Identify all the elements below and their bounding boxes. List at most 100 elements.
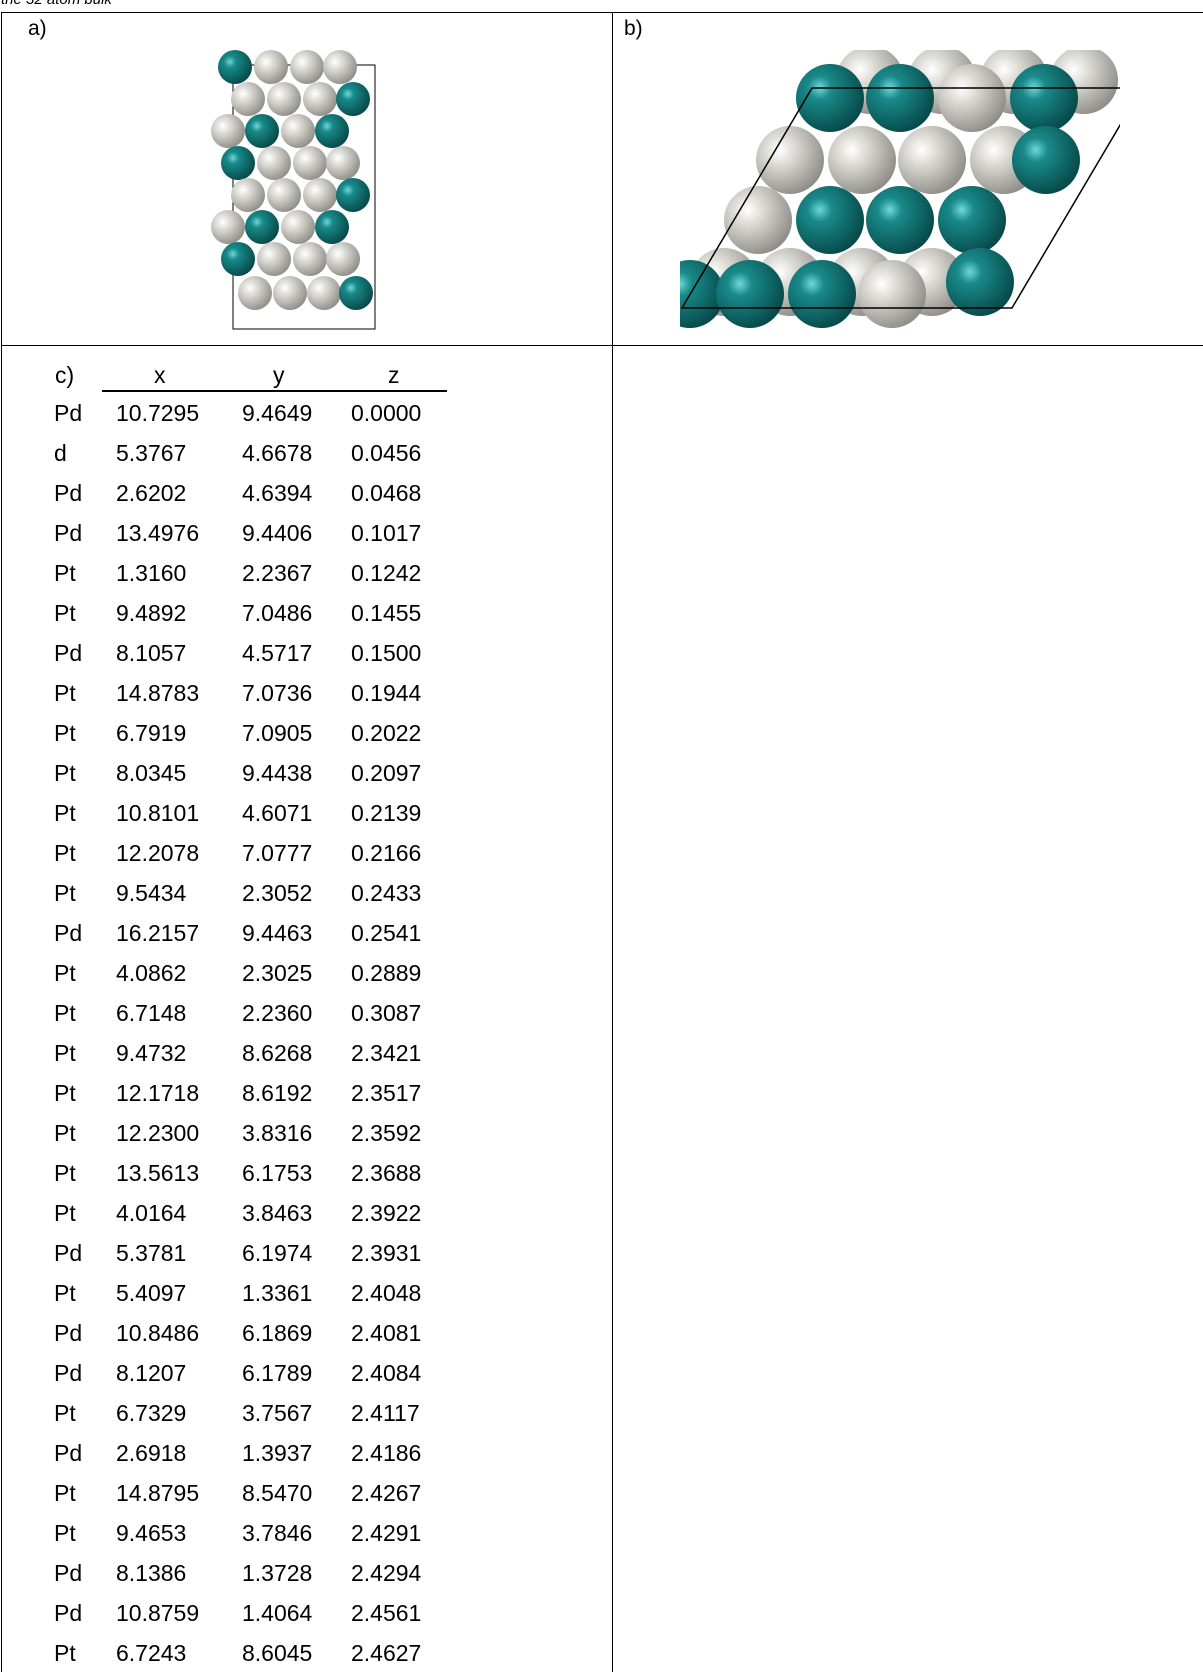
element: Pt [54, 1520, 76, 1546]
x-value: 5.3767 [116, 440, 187, 466]
x-value: 12.1718 [116, 1080, 200, 1106]
y-value: 7.0736 [242, 680, 313, 706]
element: Pd [54, 400, 83, 426]
table-row: Pd 2.6918 1.3937 2.4186 [40, 1440, 460, 1480]
table-row: Pt 10.8101 4.6071 0.2139 [40, 800, 460, 840]
table-row: Pt 9.4892 7.0486 0.1455 [40, 600, 460, 640]
pt-atom [828, 126, 896, 194]
z-value: 2.3592 [351, 1120, 422, 1146]
z-value: 0.1944 [351, 680, 422, 706]
z-value: 0.2139 [351, 800, 422, 826]
pt-atom [858, 260, 926, 328]
pt-atom [281, 114, 315, 148]
table-border-top [1, 12, 1203, 13]
x-value: 13.4976 [116, 520, 200, 546]
table-row: Pd 8.1386 1.3728 2.4294 [40, 1560, 460, 1600]
y-value: 6.1974 [242, 1240, 313, 1266]
pt-atom [281, 210, 315, 244]
z-value: 2.3922 [351, 1200, 422, 1226]
pt-atom [211, 210, 245, 244]
y-value: 4.6394 [242, 480, 313, 506]
table-row: Pt 1.3160 2.2367 0.1242 [40, 560, 460, 600]
table-row: Pd 8.1207 6.1789 2.4084 [40, 1360, 460, 1400]
element: Pt [54, 720, 76, 746]
z-value: 0.0000 [351, 400, 422, 426]
pd-atom [938, 186, 1006, 254]
pt-atom [231, 82, 265, 116]
y-value: 6.1869 [242, 1320, 313, 1346]
element: Pt [54, 1640, 76, 1666]
panel-c-label: c) [55, 362, 75, 388]
element: Pt [54, 560, 76, 586]
z-value: 2.3688 [351, 1160, 422, 1186]
pd-atom [339, 276, 373, 310]
table-row: Pt 12.2078 7.0777 0.2166 [40, 840, 460, 880]
y-value: 9.4406 [242, 520, 313, 546]
structure-top-view [680, 50, 1120, 328]
table-row: Pt 6.7329 3.7567 2.4117 [40, 1400, 460, 1440]
pt-atom [267, 82, 301, 116]
element: Pt [54, 1000, 76, 1026]
x-value: 6.7919 [116, 720, 187, 746]
y-value: 4.6071 [242, 800, 313, 826]
element: d [54, 440, 67, 466]
y-value: 3.8316 [242, 1120, 313, 1146]
element: Pd [54, 1600, 83, 1626]
y-value: 1.4064 [242, 1600, 313, 1626]
pd-atom [221, 242, 255, 276]
y-value: 9.4438 [242, 760, 313, 786]
element: Pd [54, 1440, 83, 1466]
z-value: 2.4186 [351, 1440, 422, 1466]
element: Pt [54, 760, 76, 786]
x-value: 5.4097 [116, 1280, 187, 1306]
y-value: 9.4649 [242, 400, 313, 426]
z-value: 2.3931 [351, 1240, 422, 1266]
pt-atom [257, 146, 291, 180]
element: Pd [54, 480, 83, 506]
x-value: 6.7243 [116, 1640, 187, 1666]
y-value: 7.0905 [242, 720, 313, 746]
table-row: Pt 4.0164 3.8463 2.3922 [40, 1200, 460, 1240]
element: Pt [54, 960, 76, 986]
z-value: 2.4294 [351, 1560, 422, 1586]
z-value: 0.2541 [351, 920, 422, 946]
x-value: 8.0345 [116, 760, 187, 786]
pt-atom [898, 126, 966, 194]
pd-atom [1012, 126, 1080, 194]
element: Pt [54, 1120, 76, 1146]
header-y: y [273, 362, 285, 388]
figure-caption: the 32 atom bulk [1, 0, 112, 8]
z-value: 2.3421 [351, 1040, 422, 1066]
pd-atom [716, 260, 784, 328]
table-row: Pd 10.8759 1.4064 2.4561 [40, 1600, 460, 1640]
y-value: 8.5470 [242, 1480, 313, 1506]
x-value: 10.8759 [116, 1600, 200, 1626]
x-value: 5.3781 [116, 1240, 187, 1266]
element: Pd [54, 1240, 83, 1266]
pd-atom [218, 50, 252, 84]
pt-atom [273, 276, 307, 310]
table-row: Pd 13.4976 9.4406 0.1017 [40, 520, 460, 560]
x-value: 10.8486 [116, 1320, 200, 1346]
pd-atom [336, 82, 370, 116]
pt-atom [267, 178, 301, 212]
x-value: 9.5434 [116, 880, 187, 906]
unit-cell-outline-top [680, 87, 1120, 309]
pd-atom [336, 178, 370, 212]
structure-side-view [211, 50, 376, 330]
z-value: 0.1500 [351, 640, 422, 666]
x-value: 12.2300 [116, 1120, 200, 1146]
z-value: 2.4291 [351, 1520, 422, 1546]
x-value: 14.8783 [116, 680, 200, 706]
z-value: 2.4561 [351, 1600, 422, 1626]
pd-atom [796, 64, 864, 132]
pt-atom [303, 178, 337, 212]
header-x: x [154, 362, 166, 388]
y-value: 3.7567 [242, 1400, 313, 1426]
table-row: Pt 9.5434 2.3052 0.2433 [40, 880, 460, 920]
x-value: 4.0164 [116, 1200, 187, 1226]
y-value: 3.7846 [242, 1520, 313, 1546]
x-value: 8.1386 [116, 1560, 187, 1586]
pd-atom [245, 114, 279, 148]
pt-atom [257, 242, 291, 276]
